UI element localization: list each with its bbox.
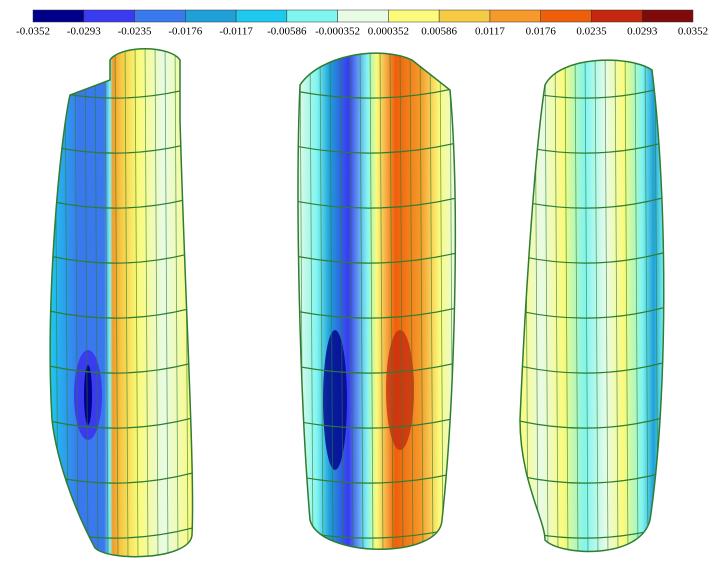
colorbar-swatch xyxy=(135,10,186,22)
figure: -0.0352 -0.0293 -0.0235 -0.0176 -0.0117 -0.00… xyxy=(0,0,709,565)
colorbar-swatch xyxy=(185,10,236,22)
colorbar-swatch xyxy=(642,10,693,22)
contour xyxy=(84,365,92,425)
colorbar-label: -0.000352 xyxy=(315,26,360,38)
colorbar-label: -0.0176 xyxy=(168,26,202,38)
contour xyxy=(386,330,414,450)
colorbar-swatch xyxy=(439,10,490,22)
colorbar-label: -0.0293 xyxy=(67,26,101,38)
colorbar-label: 0.000352 xyxy=(368,26,409,38)
colorbar-swatch xyxy=(84,10,135,22)
colorbar-label: 0.0352 xyxy=(678,26,708,38)
colorbar-swatch xyxy=(236,10,287,22)
colorbar-swatch xyxy=(490,10,541,22)
colorbar-swatch xyxy=(33,10,84,22)
mesh-line xyxy=(665,40,668,560)
mesh-line xyxy=(460,40,463,560)
contour xyxy=(323,330,347,470)
colorbar-swatch xyxy=(338,10,389,22)
colorbar-label: -0.00586 xyxy=(267,26,307,38)
colorbar-label: 0.0176 xyxy=(526,26,557,38)
colorbar: -0.0352 -0.0293 -0.0235 -0.0176 -0.0117 -0.00… xyxy=(16,10,708,38)
colorbar-label: 0.0293 xyxy=(627,26,658,38)
colorbar-swatch xyxy=(541,10,592,22)
colorbar-label: 0.0117 xyxy=(475,26,505,38)
colorbar-label: 0.00586 xyxy=(421,26,457,38)
colorbar-label: -0.0117 xyxy=(219,26,253,38)
mesh-line xyxy=(290,40,293,560)
colorbar-label: -0.0235 xyxy=(118,26,152,38)
mesh-line xyxy=(515,40,518,560)
colorbar-label: -0.0352 xyxy=(16,26,50,38)
colorbar-swatch xyxy=(388,10,439,22)
colorbar-swatch xyxy=(287,10,338,22)
mesh-line xyxy=(195,40,198,560)
mesh-line xyxy=(45,40,48,560)
colorbar-swatch xyxy=(591,10,642,22)
colorbar-label: 0.0235 xyxy=(576,26,607,38)
